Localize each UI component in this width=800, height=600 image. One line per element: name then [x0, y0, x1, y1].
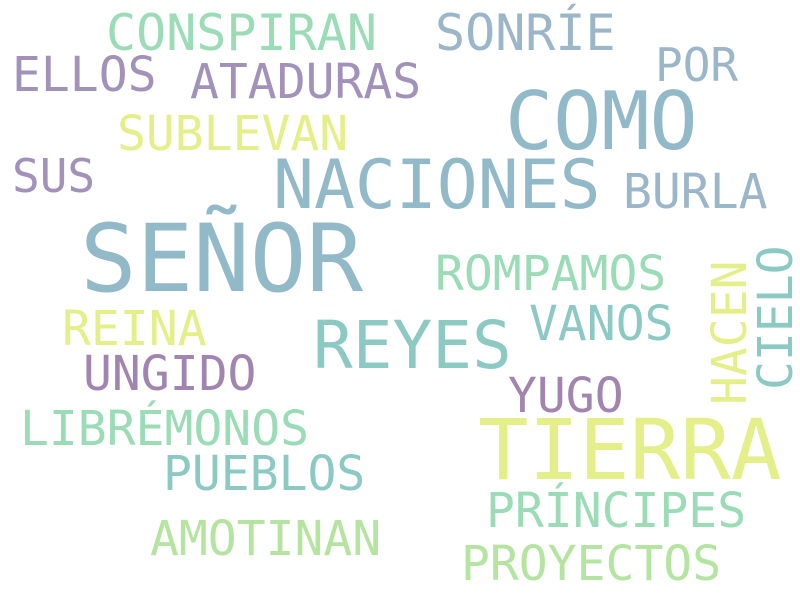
word-principes: PRÍNCIPES	[486, 483, 747, 539]
word-yugo: YUGO	[508, 368, 624, 424]
word-sus: SUS	[12, 149, 96, 203]
word-vanos: VANOS	[529, 296, 674, 352]
word-reina: REINA	[62, 301, 207, 357]
word-sublevan: SUBLEVAN	[117, 106, 349, 162]
word-hacen: HACEN	[702, 260, 758, 406]
word-reyes: REYES	[313, 307, 512, 384]
word-pueblos: PUEBLOS	[163, 446, 366, 502]
word-ataduras: ATADURAS	[190, 54, 422, 110]
word-libremonos: LIBRÉMONOS	[20, 401, 309, 457]
word-burla: BURLA	[623, 164, 768, 220]
word-sonrie: SONRÍE	[435, 4, 616, 62]
word-ellos: ELLOS	[12, 47, 157, 103]
word-rompamos: ROMPAMOS	[435, 246, 667, 302]
word-ungido: UNGIDO	[83, 346, 257, 402]
word-como: COMO	[505, 75, 698, 168]
word-conspiran: CONSPIRAN	[106, 4, 377, 62]
word-tierra: TIERRA	[478, 401, 782, 499]
word-naciones: NACIONES	[273, 146, 601, 225]
word-por: POR	[655, 38, 739, 92]
word-cielo: CIELO	[748, 245, 800, 391]
word-amotinan: AMOTINAN	[150, 511, 382, 567]
word-senor: SEÑOR	[80, 205, 363, 314]
word-proyectos: PROYECTOS	[461, 536, 722, 592]
